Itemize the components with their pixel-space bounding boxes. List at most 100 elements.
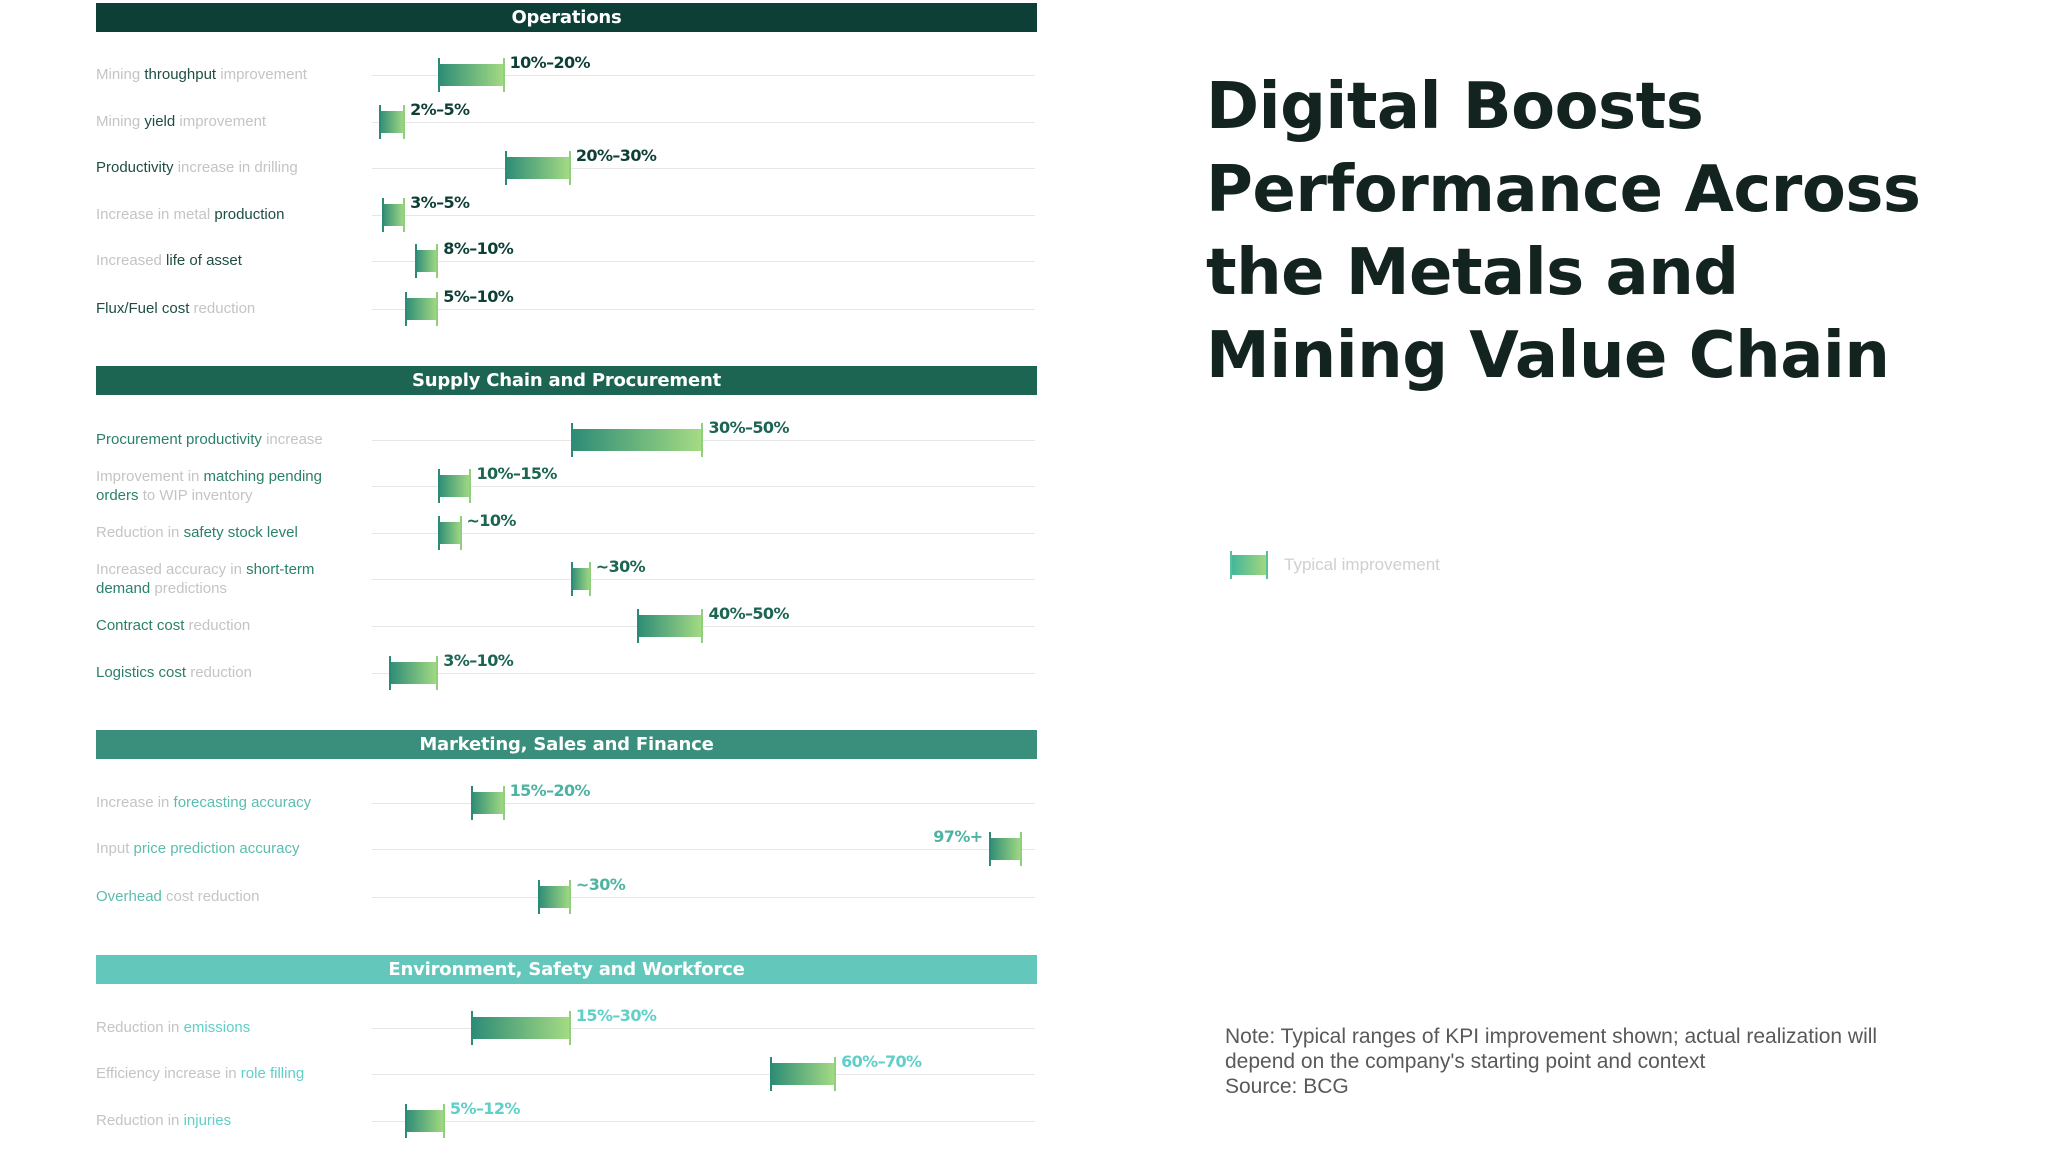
- range-bar-start-cap: [415, 244, 418, 278]
- range-bar: [438, 58, 505, 92]
- row-label: Procurement productivity increase: [96, 430, 361, 449]
- legend-label: Typical improvement: [1284, 555, 1440, 574]
- range-bar: [378, 105, 406, 139]
- range-bar-end-cap: [588, 562, 591, 596]
- row-label-keyword: yield: [144, 113, 176, 130]
- row-axis-line: [372, 626, 1035, 627]
- range-bar-fill: [381, 204, 406, 226]
- row-axis-line: [372, 440, 1035, 441]
- page-title: Digital Boosts Performance Across the Me…: [1206, 66, 1921, 398]
- range-bar: [438, 516, 462, 550]
- range-bar-fill: [504, 157, 571, 179]
- range-bar-end-cap: [568, 151, 571, 185]
- row-label-keyword: production: [214, 206, 285, 223]
- row-label: Reduction in safety stock level: [96, 523, 361, 542]
- range-bar-start-cap: [471, 1011, 474, 1045]
- row-label-keyword: Contract cost: [96, 617, 185, 634]
- range-value-label: 15%–30%: [575, 1006, 657, 1025]
- range-bar-start-cap: [381, 198, 384, 232]
- row-label: Overhead cost reduction: [96, 887, 361, 906]
- title-line: Mining Value Chain: [1206, 319, 1890, 393]
- row-label-text: reduction: [189, 300, 256, 317]
- range-bar-start-cap: [405, 1104, 408, 1138]
- row-label-text: Mining: [96, 113, 145, 130]
- range-bar: [415, 244, 439, 278]
- range-bar: [405, 292, 439, 326]
- range-bar-fill: [378, 111, 406, 133]
- row-label-text: Reduction in: [96, 1112, 184, 1129]
- row-label: Reduction in injuries: [96, 1111, 361, 1130]
- row-axis-line: [372, 579, 1035, 580]
- row-label-keyword: role filling: [240, 1065, 305, 1082]
- range-bar-start-cap: [570, 562, 573, 596]
- range-bar-end-cap: [442, 1104, 445, 1138]
- range-value-label: 10%–20%: [509, 53, 591, 72]
- title-line: the Metals and: [1206, 236, 1739, 310]
- range-bar-end-cap: [568, 880, 571, 914]
- row-label: Increase in forecasting accuracy: [96, 793, 361, 812]
- note-text: depend on the company's starting point a…: [1225, 1050, 1706, 1073]
- range-bar-start-cap: [504, 151, 507, 185]
- row-label-keyword: forecasting accuracy: [173, 794, 312, 811]
- range-value-label: 97%+: [933, 827, 983, 846]
- row-label: Productivity increase in drilling: [96, 158, 361, 177]
- range-bar: [471, 786, 505, 820]
- range-bar-start-cap: [471, 786, 474, 820]
- range-value-label: 20%–30%: [575, 146, 657, 165]
- range-bar-end-cap: [436, 656, 439, 690]
- range-bar: [570, 423, 704, 457]
- range-bar-start-cap: [438, 58, 441, 92]
- range-bar-start-cap: [570, 423, 573, 457]
- range-bar-end-cap: [459, 516, 462, 550]
- range-bar-fill: [570, 568, 591, 590]
- range-value-label: 5%–12%: [449, 1099, 520, 1118]
- row-label-text: Improvement in: [96, 468, 204, 485]
- range-bar: [471, 1011, 571, 1045]
- row-axis-line: [372, 122, 1035, 123]
- row-label: Reduction in emissions: [96, 1018, 361, 1037]
- section-header: Operations: [96, 3, 1037, 32]
- range-value-label: 40%–50%: [708, 604, 790, 623]
- range-bar: [570, 562, 591, 596]
- legend: Typical improvement: [1230, 551, 1440, 579]
- range-bar-end-cap: [436, 244, 439, 278]
- row-label-text: Increased: [96, 252, 167, 269]
- range-bar-end-cap: [403, 105, 406, 139]
- row-axis-line: [372, 75, 1035, 76]
- range-bar-fill: [415, 250, 439, 272]
- row-label-text: Input: [96, 840, 134, 857]
- row-label-keyword: short-term demand: [96, 561, 315, 597]
- row-label-text: Increase in metal: [96, 206, 215, 223]
- range-value-label: 3%–10%: [443, 651, 514, 670]
- row-label-text: Reduction in: [96, 524, 184, 541]
- range-bar-end-cap: [701, 609, 704, 643]
- row-label-keyword: matching pending orders: [96, 468, 322, 504]
- row-axis-line: [372, 849, 1035, 850]
- range-bar-start-cap: [438, 469, 441, 503]
- range-bar-fill: [570, 429, 704, 451]
- row-label: Improvement in matching pending orders t…: [96, 467, 361, 505]
- row-label-text: increase: [261, 431, 323, 448]
- range-bar: [381, 198, 406, 232]
- source-text: Source: BCG: [1225, 1075, 1349, 1098]
- row-axis-line: [372, 486, 1035, 487]
- range-bar-end-cap: [1019, 832, 1022, 866]
- row-label-keyword: emissions: [183, 1019, 251, 1036]
- row-axis-line: [372, 1028, 1035, 1029]
- row-label-text: improvement: [216, 66, 307, 83]
- row-label-keyword: Overhead: [96, 888, 162, 905]
- range-bar-end-cap: [834, 1057, 837, 1091]
- range-value-label: 5%–10%: [443, 287, 514, 306]
- row-label-text: improvement: [175, 113, 267, 130]
- row-axis-line: [372, 1074, 1035, 1075]
- row-label: Contract cost reduction: [96, 616, 361, 635]
- row-label: Flux/Fuel cost reduction: [96, 299, 361, 318]
- row-label-keyword: Logistics cost: [96, 664, 187, 681]
- range-bar-start-cap: [537, 880, 540, 914]
- row-label: Logistics cost reduction: [96, 663, 361, 682]
- range-bar-start-cap: [388, 656, 391, 690]
- range-bar-start-cap: [378, 105, 381, 139]
- range-bar-start-cap: [438, 516, 441, 550]
- row-label: Increase in metal production: [96, 205, 361, 224]
- range-value-label: 30%–50%: [708, 418, 790, 437]
